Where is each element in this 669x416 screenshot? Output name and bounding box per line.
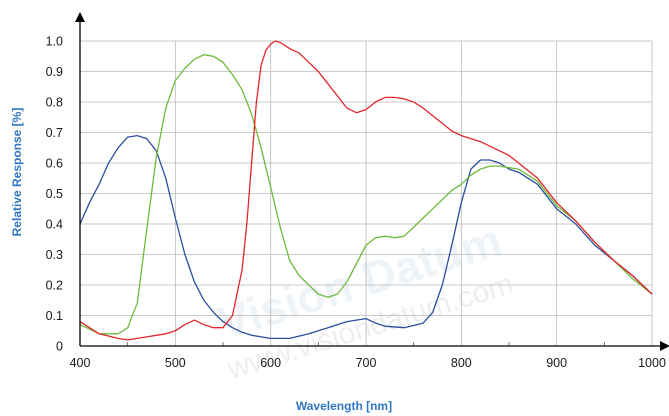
x-tick-label: 600 (260, 356, 281, 370)
y-axis-title: Relative Response [%] (10, 108, 24, 237)
series-line-1 (79, 134, 653, 340)
y-tick-label: 0.5 (46, 187, 63, 201)
series-layer (79, 40, 653, 341)
x-tick-label: 400 (70, 356, 91, 370)
x-tick-label: 1000 (638, 356, 666, 370)
x-tick-label: 800 (451, 356, 472, 370)
x-tick-label: 900 (546, 356, 567, 370)
y-axis-arrow (75, 12, 85, 22)
x-axis-arrow (660, 341, 669, 351)
y-tick-label: 0.3 (46, 248, 63, 262)
y-tick-label: 1.0 (46, 35, 63, 49)
y-tick-label: 0.6 (46, 157, 63, 171)
x-tick-label: 700 (356, 356, 377, 370)
x-axis-title: Wavelength [nm] (296, 399, 392, 413)
series-line-3 (79, 40, 653, 341)
tick-labels: 0 0.1 0.2 0.3 0.4 0.5 0.6 0.7 0.8 0.9 1.0 400 500 600… (46, 35, 666, 371)
grid-lines (80, 40, 653, 346)
series-line-2 (79, 54, 653, 335)
y-tick-label: 0.8 (46, 96, 63, 110)
y-tick-label: 0 (56, 340, 63, 354)
axes (75, 12, 669, 351)
y-tick-label: 0.9 (46, 65, 63, 79)
x-tick-label: 500 (165, 356, 186, 370)
y-tick-label: 0.4 (46, 218, 63, 232)
y-tick-label: 0.2 (46, 279, 63, 293)
y-tick-label: 0.7 (46, 126, 63, 140)
y-tick-label: 0.1 (46, 309, 63, 323)
